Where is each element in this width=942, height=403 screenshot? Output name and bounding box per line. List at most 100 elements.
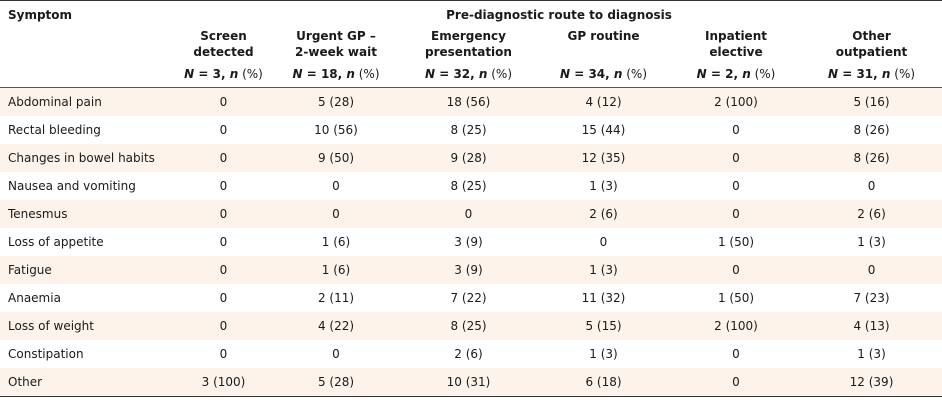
value-cell: 0 <box>732 179 740 193</box>
count-value: 2 <box>725 67 734 81</box>
table-row: Other 3 (100) 5 (28) 10 (31) 6 (18) 0 12 (39) <box>0 368 942 397</box>
route-column-header: Screen detected <box>176 28 271 64</box>
equals-sign: = <box>435 67 454 81</box>
value-cell: 4 (22) <box>271 312 401 340</box>
count-small-n: n <box>478 67 488 81</box>
value-cell: 2 (6) <box>801 200 942 228</box>
value-cell: 0 <box>671 256 801 284</box>
header-spacer <box>0 28 176 64</box>
route-column-count: N = 2, n (%) <box>671 64 801 88</box>
value-cell: 0 <box>271 200 401 228</box>
value-cell: 0 <box>401 200 536 228</box>
value-cell: 0 <box>671 200 801 228</box>
count-separator: , <box>605 67 614 81</box>
value-cell: 1 (6) <box>271 256 401 284</box>
value-cell: 0 <box>801 256 942 284</box>
value-cell: 0 <box>332 347 340 361</box>
count-value: 34 <box>588 67 606 81</box>
value-cell: 2 (100) <box>671 312 801 340</box>
value-cell: 0 <box>176 312 271 340</box>
value-cell: 1 (3) <box>857 347 886 361</box>
route-column-name-line1: Other <box>852 29 891 43</box>
value-cell: 0 <box>176 144 271 172</box>
route-column-name-line1: Emergency <box>431 29 506 43</box>
value-cell: 1 (50) <box>717 235 755 249</box>
value-cell: 2 (6) <box>536 200 671 228</box>
value-cell: 0 <box>332 179 340 193</box>
value-cell: 2 (11) <box>317 291 355 305</box>
value-cell: 18 (56) <box>401 87 536 116</box>
value-cell: 4 (12) <box>536 87 671 116</box>
equals-sign: = <box>706 67 726 81</box>
count-value: 32 <box>453 67 471 81</box>
route-column-name-line2: elective <box>709 45 763 59</box>
count-small-n: n <box>229 67 239 81</box>
count-separator: , <box>470 67 479 81</box>
value-cell: 11 (32) <box>581 291 626 305</box>
count-separator: , <box>733 67 743 81</box>
route-column-header: Other outpatient <box>801 28 942 64</box>
table-row: Constipation 0 0 2 (6) 1 (3) 0 1 (3) <box>0 340 942 368</box>
value-cell: 5 (28) <box>271 368 401 397</box>
symptom-column-header: Symptom <box>0 0 176 28</box>
symptom-cell: Tenesmus <box>0 200 176 228</box>
route-column-count: N = 3, n (%) <box>176 64 271 88</box>
value-cell: 0 <box>219 179 228 193</box>
equals-sign: = <box>302 67 321 81</box>
equals-sign: = <box>194 67 213 81</box>
value-cell: 2 (6) <box>454 347 483 361</box>
table-row: Fatigue 0 1 (6) 3 (9) 1 (3) 0 0 <box>0 256 942 284</box>
value-cell: 6 (18) <box>536 368 671 397</box>
value-cell: 1 (3) <box>857 235 886 249</box>
value-cell: 0 <box>732 347 740 361</box>
value-cell: 3 (100) <box>176 368 271 397</box>
table-row: Abdominal pain 0 5 (28) 18 (56) 4 (12) 2 (100… <box>0 87 942 116</box>
count-separator: , <box>873 67 882 81</box>
value-cell: 8 (25) <box>401 312 536 340</box>
count-separator: , <box>337 67 347 81</box>
count-small-n: n <box>742 67 751 81</box>
value-cell: 8 (26) <box>853 123 890 137</box>
value-cell: 0 <box>176 256 271 284</box>
value-cell: 10 (31) <box>401 368 536 397</box>
count-percent: (%) <box>622 67 648 81</box>
value-cell: 0 <box>219 235 228 249</box>
value-cell: 0 <box>219 291 228 305</box>
symptom-cell: Changes in bowel habits <box>0 144 176 172</box>
route-column-name-line2: 2-week wait <box>295 45 377 59</box>
route-column-count: N = 34, n (%) <box>536 64 671 88</box>
count-value: 3 <box>212 67 221 81</box>
symptom-cell: Loss of weight <box>0 312 176 340</box>
count-small-n: n <box>346 67 355 81</box>
count-percent: (%) <box>487 67 513 81</box>
value-cell: 1 (3) <box>536 256 671 284</box>
route-column-name-line1: GP routine <box>567 29 640 43</box>
count-label: N <box>827 67 839 81</box>
value-cell: 7 (23) <box>853 291 890 305</box>
route-column-name-line2: presentation <box>425 45 512 59</box>
value-cell: 8 (26) <box>801 144 942 172</box>
value-cell: 8 (25) <box>450 179 487 193</box>
route-group-header: Pre-diagnostic route to diagnosis <box>176 0 942 28</box>
value-cell: 7 (22) <box>450 291 487 305</box>
value-cell: 4 (13) <box>801 312 942 340</box>
route-column-name-line1: Screen <box>200 29 247 43</box>
value-cell: 0 <box>867 179 876 193</box>
route-column-count: N = 31, n (%) <box>801 64 942 88</box>
route-column-header: Emergency presentation <box>401 28 536 64</box>
value-cell: 3 (9) <box>454 235 483 249</box>
route-column-header: Urgent GP – 2-week wait <box>271 28 401 64</box>
value-cell: 5 (28) <box>271 87 401 116</box>
value-cell: 0 <box>671 368 801 397</box>
table-row: Loss of weight 0 4 (22) 8 (25) 5 (15) 2 (100)… <box>0 312 942 340</box>
count-percent: (%) <box>750 67 776 81</box>
count-percent: (%) <box>890 67 916 81</box>
symptom-cell: Abdominal pain <box>0 87 176 116</box>
value-cell: 9 (28) <box>401 144 536 172</box>
count-value: 31 <box>856 67 874 81</box>
value-cell: 2 (100) <box>671 87 801 116</box>
table-row: Tenesmus 0 0 0 2 (6) 0 2 (6) <box>0 200 942 228</box>
value-cell: 9 (50) <box>271 144 401 172</box>
symptom-cell: Rectal bleeding <box>8 123 101 137</box>
value-cell: 1 (6) <box>321 235 351 249</box>
